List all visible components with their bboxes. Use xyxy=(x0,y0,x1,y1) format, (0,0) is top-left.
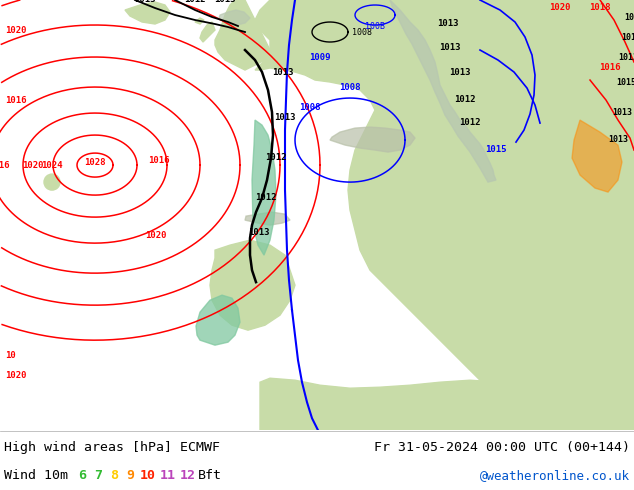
Text: 1028: 1028 xyxy=(84,158,106,167)
Polygon shape xyxy=(330,127,415,152)
Text: 1013: 1013 xyxy=(214,0,236,4)
Text: 1013: 1013 xyxy=(618,53,634,62)
Text: 1024: 1024 xyxy=(41,161,63,170)
Text: 1020: 1020 xyxy=(145,231,167,240)
Text: 1015: 1015 xyxy=(485,145,507,154)
Polygon shape xyxy=(196,295,240,345)
Text: 1020: 1020 xyxy=(5,25,27,34)
Text: Bft: Bft xyxy=(198,468,222,482)
Polygon shape xyxy=(195,18,204,24)
Polygon shape xyxy=(215,0,270,70)
Text: 1013: 1013 xyxy=(624,13,634,22)
Text: 7: 7 xyxy=(94,468,102,482)
Text: 1013: 1013 xyxy=(608,135,628,144)
Polygon shape xyxy=(200,22,215,42)
Text: 1013: 1013 xyxy=(134,0,156,4)
Text: 100B: 100B xyxy=(365,22,385,31)
Text: 10: 10 xyxy=(5,351,16,360)
Text: Fr 31-05-2024 00:00 UTC (00+144): Fr 31-05-2024 00:00 UTC (00+144) xyxy=(374,441,630,454)
Polygon shape xyxy=(210,240,295,330)
Text: 1012: 1012 xyxy=(459,118,481,127)
Polygon shape xyxy=(252,120,276,255)
Circle shape xyxy=(44,174,60,190)
Polygon shape xyxy=(219,10,250,25)
Text: 1018: 1018 xyxy=(589,3,611,12)
Text: 8: 8 xyxy=(110,468,118,482)
Text: 1020: 1020 xyxy=(549,3,571,12)
Polygon shape xyxy=(390,0,496,182)
Text: 1009: 1009 xyxy=(309,53,331,62)
Text: 1008: 1008 xyxy=(299,103,321,112)
Text: 1012: 1012 xyxy=(255,193,276,202)
Text: 1012: 1012 xyxy=(184,0,206,4)
Text: @weatheronline.co.uk: @weatheronline.co.uk xyxy=(480,468,630,482)
Text: 1008: 1008 xyxy=(352,27,372,37)
Text: 1016: 1016 xyxy=(0,161,10,170)
Polygon shape xyxy=(255,0,634,430)
Text: 6: 6 xyxy=(78,468,86,482)
Text: 1012: 1012 xyxy=(265,153,287,162)
Text: 1016: 1016 xyxy=(609,0,631,2)
Text: 1016: 1016 xyxy=(148,156,169,165)
Text: 1015: 1015 xyxy=(621,33,634,42)
Text: 1020: 1020 xyxy=(5,371,27,380)
Text: 10: 10 xyxy=(140,468,156,482)
Polygon shape xyxy=(310,0,634,182)
Text: 1013: 1013 xyxy=(274,113,295,122)
Text: 1020: 1020 xyxy=(22,161,44,170)
Polygon shape xyxy=(245,212,290,225)
Text: 1008: 1008 xyxy=(339,83,361,92)
Text: 12: 12 xyxy=(180,468,196,482)
Text: 1015: 1015 xyxy=(616,78,634,87)
Text: High wind areas [hPa] ECMWF: High wind areas [hPa] ECMWF xyxy=(4,441,220,454)
Polygon shape xyxy=(572,120,622,192)
Text: 1016: 1016 xyxy=(599,63,621,72)
Polygon shape xyxy=(260,378,634,430)
Text: 9: 9 xyxy=(126,468,134,482)
Text: 1013: 1013 xyxy=(272,68,294,77)
Text: Wind 10m: Wind 10m xyxy=(4,468,68,482)
Text: 1013: 1013 xyxy=(437,19,459,28)
Text: 1013: 1013 xyxy=(450,68,471,77)
Text: 11: 11 xyxy=(160,468,176,482)
Text: 1012: 1012 xyxy=(454,95,476,104)
Text: 1013: 1013 xyxy=(248,228,269,237)
Text: 1016: 1016 xyxy=(5,96,27,104)
Text: 1013: 1013 xyxy=(612,108,632,117)
Text: 1013: 1013 xyxy=(439,43,461,52)
Polygon shape xyxy=(125,2,170,24)
